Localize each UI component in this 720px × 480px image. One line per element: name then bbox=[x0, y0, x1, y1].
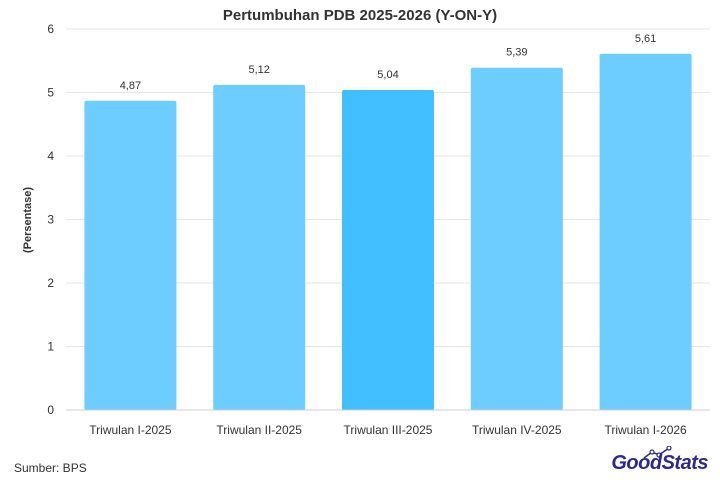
y-tick-label: 6 bbox=[47, 22, 54, 36]
y-axis-label: (Persentase) bbox=[22, 187, 34, 253]
y-axis-ticks: 0 1 2 3 4 5 6 bbox=[47, 22, 54, 417]
logo-stats-text: Stats bbox=[661, 452, 709, 474]
data-label: 5,12 bbox=[248, 64, 269, 76]
y-tick-label: 1 bbox=[47, 340, 54, 354]
category-label: Triwulan I-2025 bbox=[89, 423, 172, 437]
data-labels: 4,87 5,12 5,04 5,39 5,61 bbox=[120, 33, 657, 92]
data-label: 5,39 bbox=[506, 47, 527, 59]
chart-title: Pertumbuhan PDB 2025-2026 (Y-ON-Y) bbox=[223, 7, 497, 24]
bar bbox=[213, 84, 306, 410]
category-label: Triwulan IV-2025 bbox=[472, 423, 562, 437]
data-label: 5,04 bbox=[377, 69, 398, 81]
y-tick-label: 4 bbox=[47, 149, 54, 163]
goodstats-logo: GoodStats bbox=[611, 452, 708, 475]
goodstats-logo-mark bbox=[643, 446, 672, 459]
bars bbox=[84, 53, 692, 411]
data-label: 5,61 bbox=[635, 33, 656, 45]
bar bbox=[599, 53, 692, 410]
data-label: 4,87 bbox=[120, 80, 141, 92]
y-tick-label: 0 bbox=[47, 403, 54, 417]
y-tick-label: 5 bbox=[47, 86, 54, 100]
x-axis-categories: Triwulan I-2025 Triwulan II-2025 Triwulan … bbox=[89, 423, 687, 437]
bar bbox=[342, 89, 434, 411]
y-tick-label: 3 bbox=[47, 213, 54, 227]
category-label: Triwulan II-2025 bbox=[216, 423, 302, 437]
y-tick-label: 2 bbox=[47, 276, 54, 290]
source-note: Sumber: BPS bbox=[14, 461, 87, 475]
logo-good-text: Good bbox=[611, 452, 662, 474]
bar bbox=[470, 67, 563, 411]
bar bbox=[84, 100, 177, 410]
category-label: Triwulan III-2025 bbox=[344, 423, 433, 437]
category-label: Triwulan I-2026 bbox=[604, 423, 687, 437]
